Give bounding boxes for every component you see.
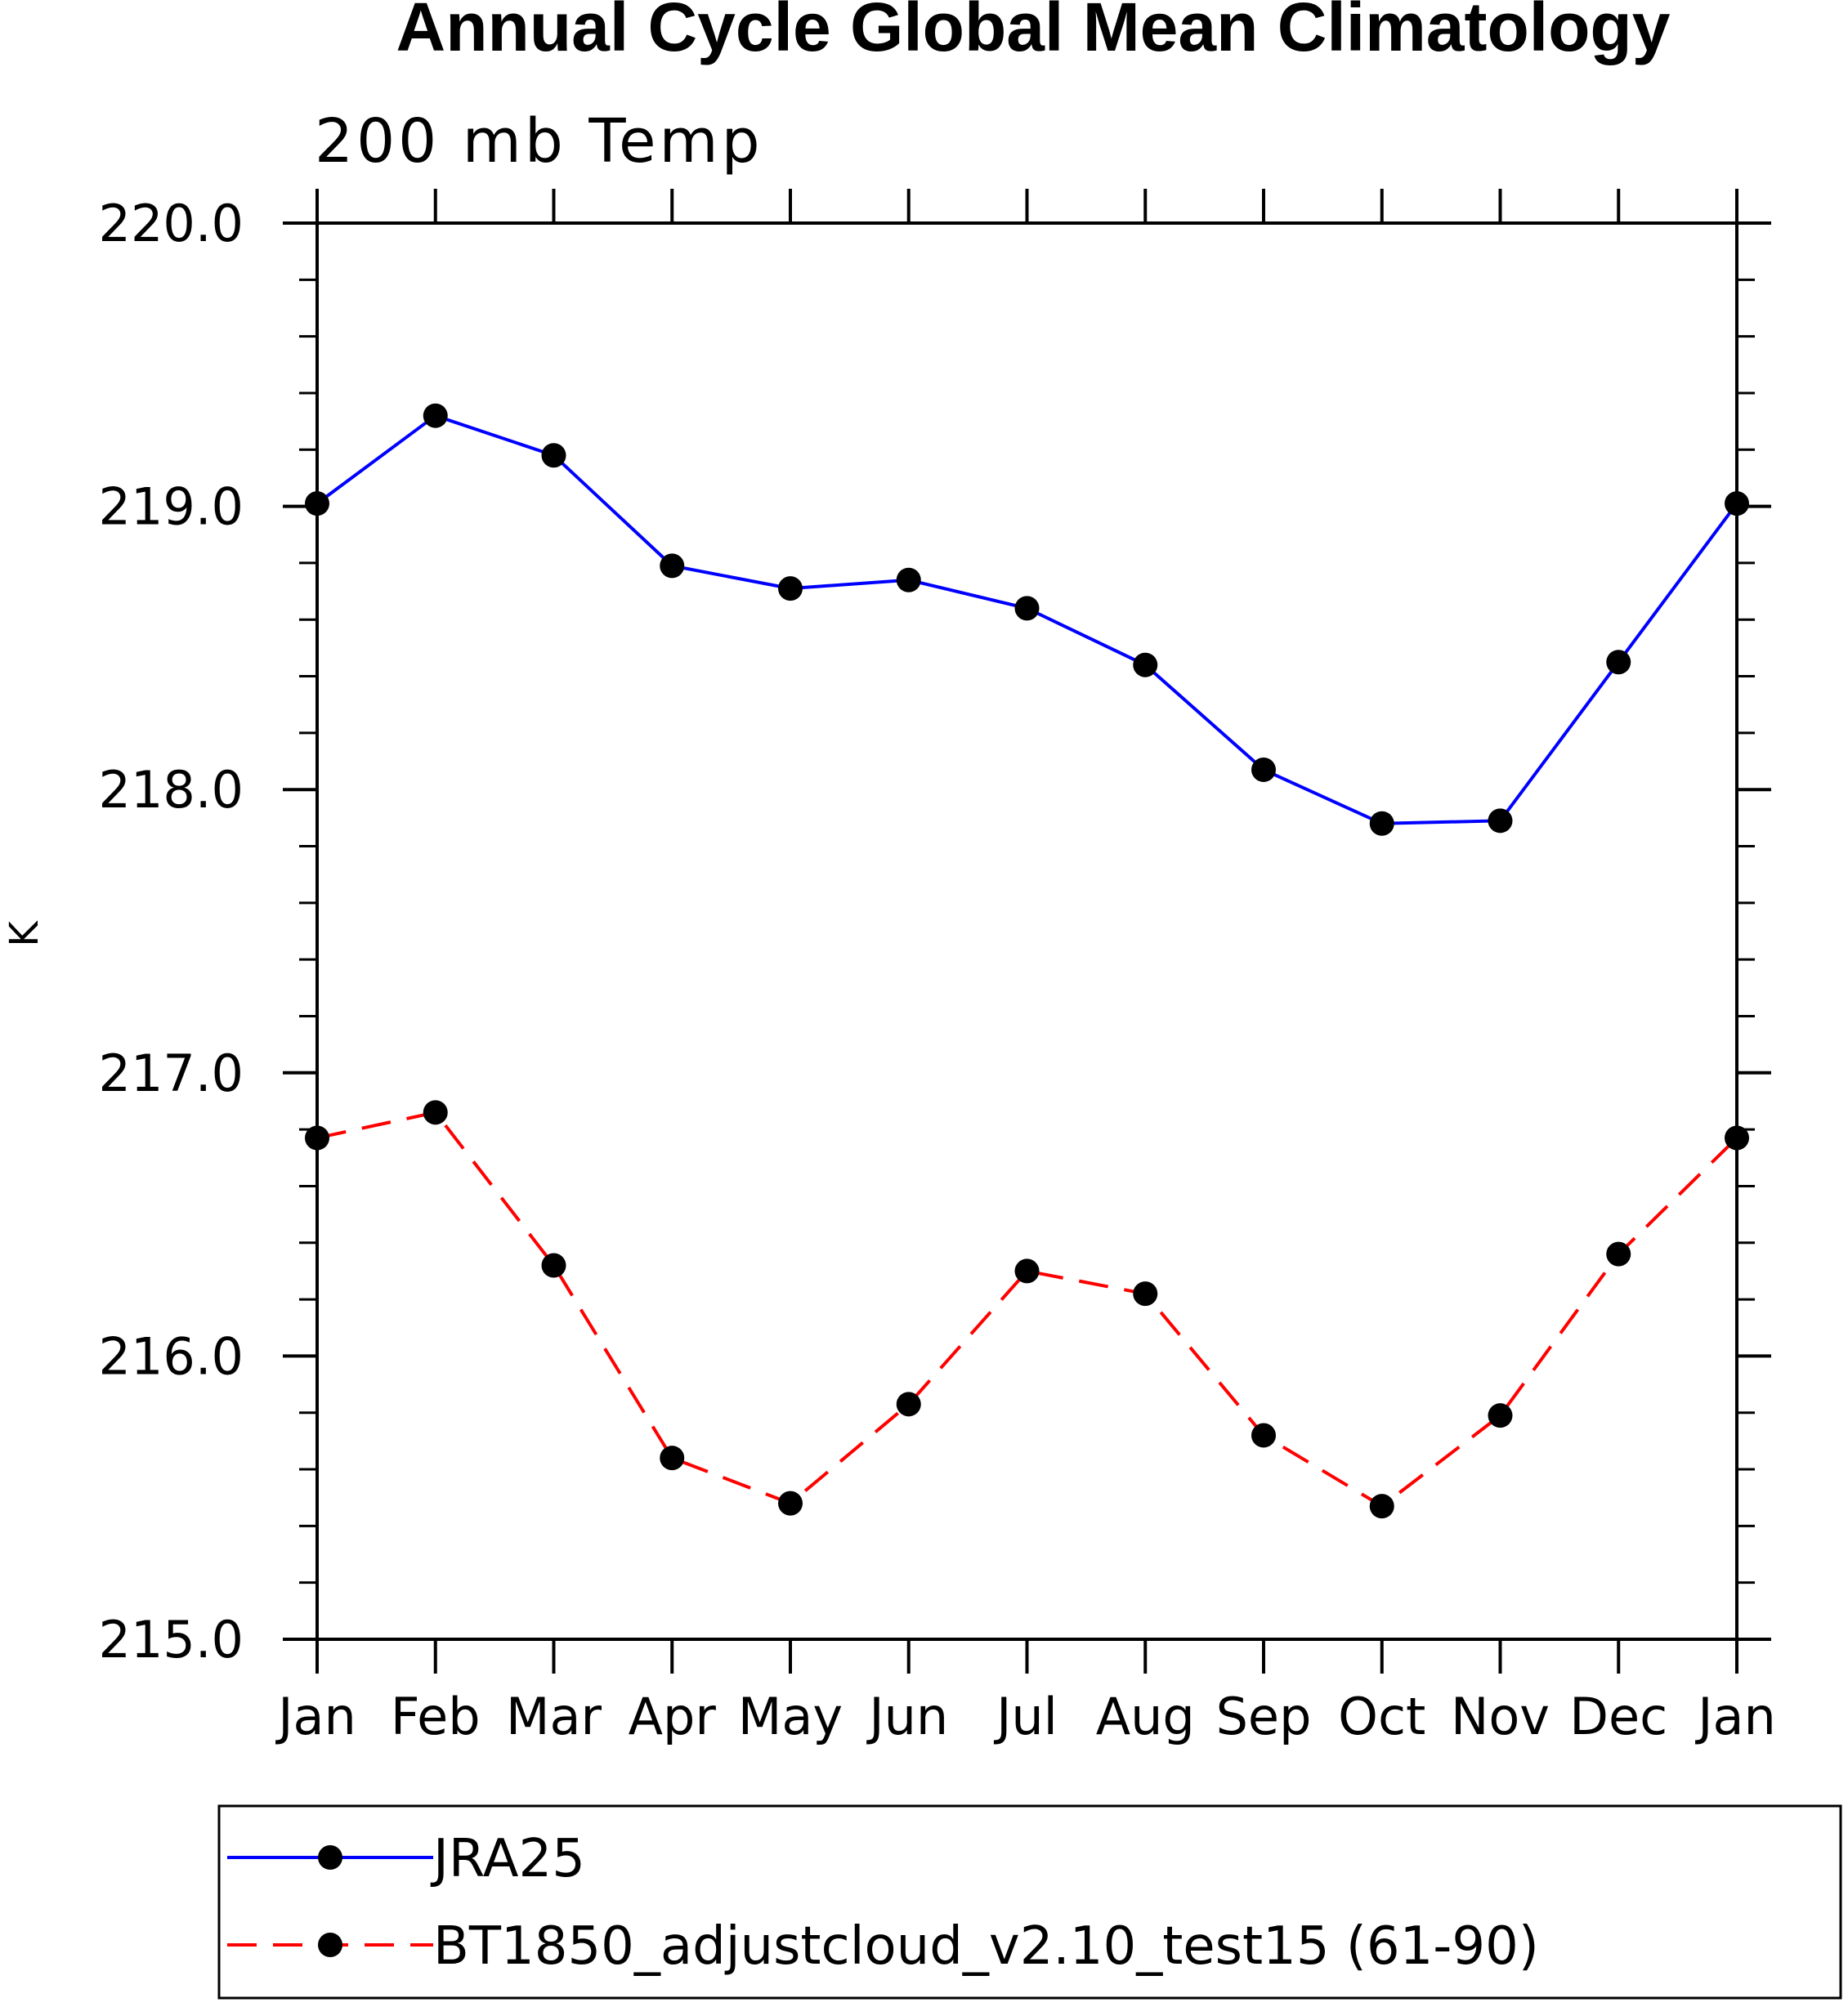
x-tick-label: Jul (993, 1687, 1058, 1746)
y-tick-label: 220.0 (99, 194, 244, 253)
x-tick-label: Jun (866, 1687, 948, 1746)
data-point-0 (541, 443, 566, 468)
y-tick-label: 217.0 (99, 1044, 244, 1103)
y-tick-labels: 215.0 216.0 217.0 218.0 219.0 220.0 (99, 194, 244, 1670)
data-point-1 (1014, 1258, 1040, 1284)
y-tick-label: 216.0 (99, 1326, 244, 1386)
series-line-1 (316, 1111, 1738, 1509)
data-point-1 (1488, 1403, 1513, 1428)
y-tick-label: 215.0 (99, 1610, 244, 1670)
data-point-0 (896, 567, 921, 592)
series-layer (305, 403, 1749, 1519)
data-point-0 (1014, 596, 1040, 621)
chart-title: Annual Cycle Global Mean Climatology (396, 0, 1671, 65)
legend-marker-bt1850 (318, 1933, 342, 1957)
data-point-1 (1725, 1125, 1749, 1151)
x-tick-label: Oct (1338, 1687, 1425, 1746)
x-tick-label: Aug (1096, 1687, 1195, 1746)
y-tick-label: 218.0 (99, 760, 244, 820)
x-tick-label: Jan (275, 1687, 356, 1746)
data-point-1 (896, 1392, 921, 1417)
data-point-0 (1133, 652, 1158, 677)
x-tick-label: Nov (1451, 1687, 1550, 1746)
plot-frame (315, 221, 1738, 1641)
data-point-1 (423, 1100, 448, 1125)
legend-label-jra25: JRA25 (430, 1829, 585, 1889)
data-point-0 (1488, 808, 1513, 834)
data-point-1 (778, 1491, 803, 1516)
data-point-1 (541, 1253, 566, 1278)
legend-box (217, 1804, 1842, 2000)
data-point-0 (423, 403, 448, 428)
x-tick-labels: Jan Feb Mar Apr May Jun Jul Aug Sep Oct Nov Dec Jan (275, 1687, 1776, 1746)
data-point-1 (1251, 1423, 1276, 1448)
data-point-0 (1251, 757, 1276, 782)
x-tick-label: Sep (1216, 1687, 1312, 1746)
data-point-1 (305, 1125, 329, 1151)
data-point-0 (660, 553, 685, 579)
x-tick-label: May (738, 1687, 843, 1746)
legend-item-jra25: JRA25 (227, 1829, 585, 1889)
x-tick-label: Feb (391, 1687, 481, 1746)
legend-label-bt1850: BT1850_adjustcloud_v2.10_test15 (61-90) (433, 1916, 1539, 1977)
x-tick-label: Dec (1569, 1687, 1667, 1746)
x-tick-label: Apr (629, 1687, 717, 1746)
data-point-1 (1133, 1281, 1158, 1307)
y-axis-label: K (2, 920, 47, 947)
data-point-0 (1725, 491, 1749, 516)
axis-ticks (283, 189, 1771, 1674)
legend-item-bt1850: BT1850_adjustcloud_v2.10_test15 (61-90) (227, 1916, 1539, 1977)
y-tick-label: 219.0 (99, 477, 244, 537)
data-point-0 (1369, 811, 1394, 836)
data-point-1 (1369, 1494, 1394, 1519)
data-point-0 (778, 576, 803, 601)
data-point-1 (1606, 1241, 1631, 1267)
chart-subtitle: 200 mb Temp (315, 106, 763, 177)
x-tick-label: Jan (1694, 1687, 1776, 1746)
data-point-1 (660, 1446, 685, 1471)
data-point-0 (305, 491, 329, 516)
legend-marker-jra25 (318, 1845, 342, 1870)
data-point-0 (1606, 650, 1631, 675)
x-tick-label: Mar (506, 1687, 602, 1746)
